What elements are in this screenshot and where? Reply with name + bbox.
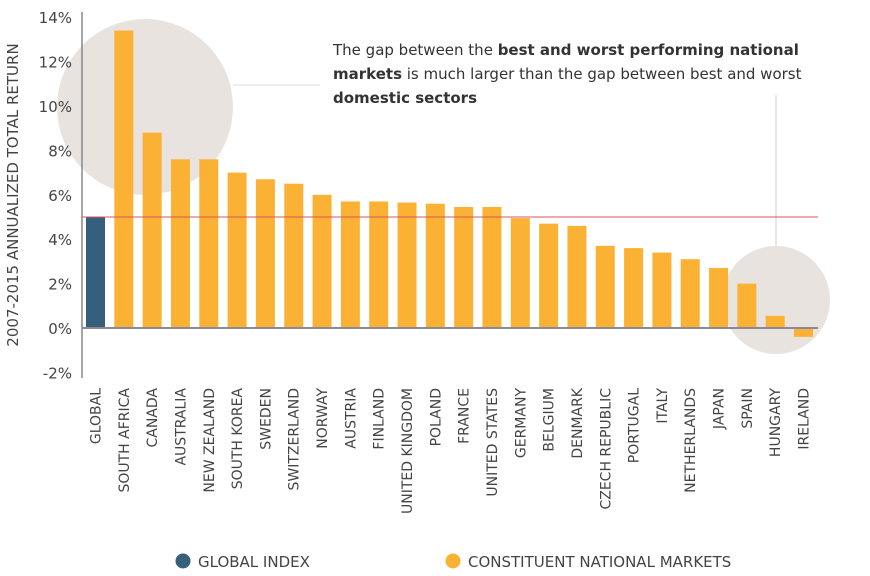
x-tick-label: SWEDEN <box>258 388 274 450</box>
bar-united-states <box>482 207 502 328</box>
y-tick-label: 6% <box>48 187 72 205</box>
y-tick-label: 2% <box>48 276 72 294</box>
highlight-circle <box>57 19 233 195</box>
x-tick-label: NEW ZEALAND <box>202 388 218 493</box>
annotation-bold: best and worst performing national marke… <box>333 41 799 83</box>
x-tick-label: SOUTH KOREA <box>230 388 246 490</box>
y-tick-label: 12% <box>39 54 72 72</box>
x-tick-label: GLOBAL <box>89 388 105 444</box>
bar-italy <box>652 252 672 328</box>
bar-new-zealand <box>199 159 219 328</box>
y-tick-label: 8% <box>48 142 72 160</box>
bar-united-kingdom <box>397 202 417 328</box>
y-tick-label: 14% <box>39 9 72 27</box>
x-tick-label: NORWAY <box>315 388 331 449</box>
x-tick-label: UNITED STATES <box>485 388 501 497</box>
legend-marker <box>175 553 191 569</box>
legend-label: GLOBAL INDEX <box>198 553 310 571</box>
bar-germany <box>510 218 530 328</box>
x-tick-label: CANADA <box>145 388 161 448</box>
bar-finland <box>369 201 389 328</box>
bar-hungary <box>765 315 785 328</box>
x-tick-label: SOUTH AFRICA <box>117 388 133 493</box>
x-tick-label: AUSTRALIA <box>173 388 189 466</box>
bar-belgium <box>539 223 559 328</box>
x-tick-label: FINLAND <box>372 388 388 450</box>
bar-south-africa <box>114 30 134 329</box>
x-tick-label: GERMANY <box>513 388 529 459</box>
y-tick-label: -2% <box>43 364 72 382</box>
bar-portugal <box>624 248 644 328</box>
bar-canada <box>142 132 162 328</box>
x-tick-label: NETHERLANDS <box>683 388 699 493</box>
annotation: The gap between the best and worst perfo… <box>333 38 803 110</box>
bar-australia <box>170 159 190 328</box>
x-tick-label: HUNGARY <box>768 388 784 458</box>
x-tick-label: AUSTRIA <box>343 388 359 449</box>
bar-denmark <box>567 225 587 328</box>
x-tick-label: ITALY <box>655 388 671 424</box>
y-tick-label: 10% <box>39 98 72 116</box>
annotation-text: is much larger than the gap between best… <box>402 65 802 83</box>
legend-label: CONSTITUENT NATIONAL MARKETS <box>468 553 731 571</box>
x-tick-label: JAPAN <box>712 388 728 430</box>
x-tick-label: DENMARK <box>570 387 586 458</box>
x-tick-label: BELGIUM <box>542 388 558 452</box>
bar-south-korea <box>227 172 247 328</box>
bar-czech-republic <box>595 245 615 328</box>
bar-netherlands <box>680 259 700 328</box>
bar-norway <box>312 194 332 328</box>
bar-france <box>454 207 474 328</box>
bar-switzerland <box>284 183 304 328</box>
annotation-bold: domestic sectors <box>333 89 477 107</box>
x-tick-label: UNITED KINGDOM <box>400 388 416 514</box>
bar-spain <box>737 283 757 328</box>
x-tick-label: CZECH REPUBLIC <box>598 388 614 510</box>
bar-japan <box>709 268 729 328</box>
legend-marker <box>445 553 461 569</box>
x-tick-label: SWITZERLAND <box>287 388 303 491</box>
x-tick-label: IRELAND <box>797 388 813 450</box>
annotation-text: The gap between the <box>333 41 498 59</box>
x-tick-label: POLAND <box>428 388 444 446</box>
x-tick-label: SPAIN <box>740 388 756 429</box>
x-tick-label: PORTUGAL <box>627 388 643 463</box>
x-tick-label: FRANCE <box>457 388 473 444</box>
y-axis-label: 2007-2015 ANNUALIZED TOTAL RETURN <box>4 43 22 346</box>
y-tick-label: 0% <box>48 320 72 338</box>
bar-poland <box>425 203 445 328</box>
bar-ireland <box>794 328 813 337</box>
bar-global <box>86 217 105 328</box>
y-tick-label: 4% <box>48 231 72 249</box>
bar-austria <box>340 201 360 328</box>
bar-sweden <box>255 179 275 328</box>
